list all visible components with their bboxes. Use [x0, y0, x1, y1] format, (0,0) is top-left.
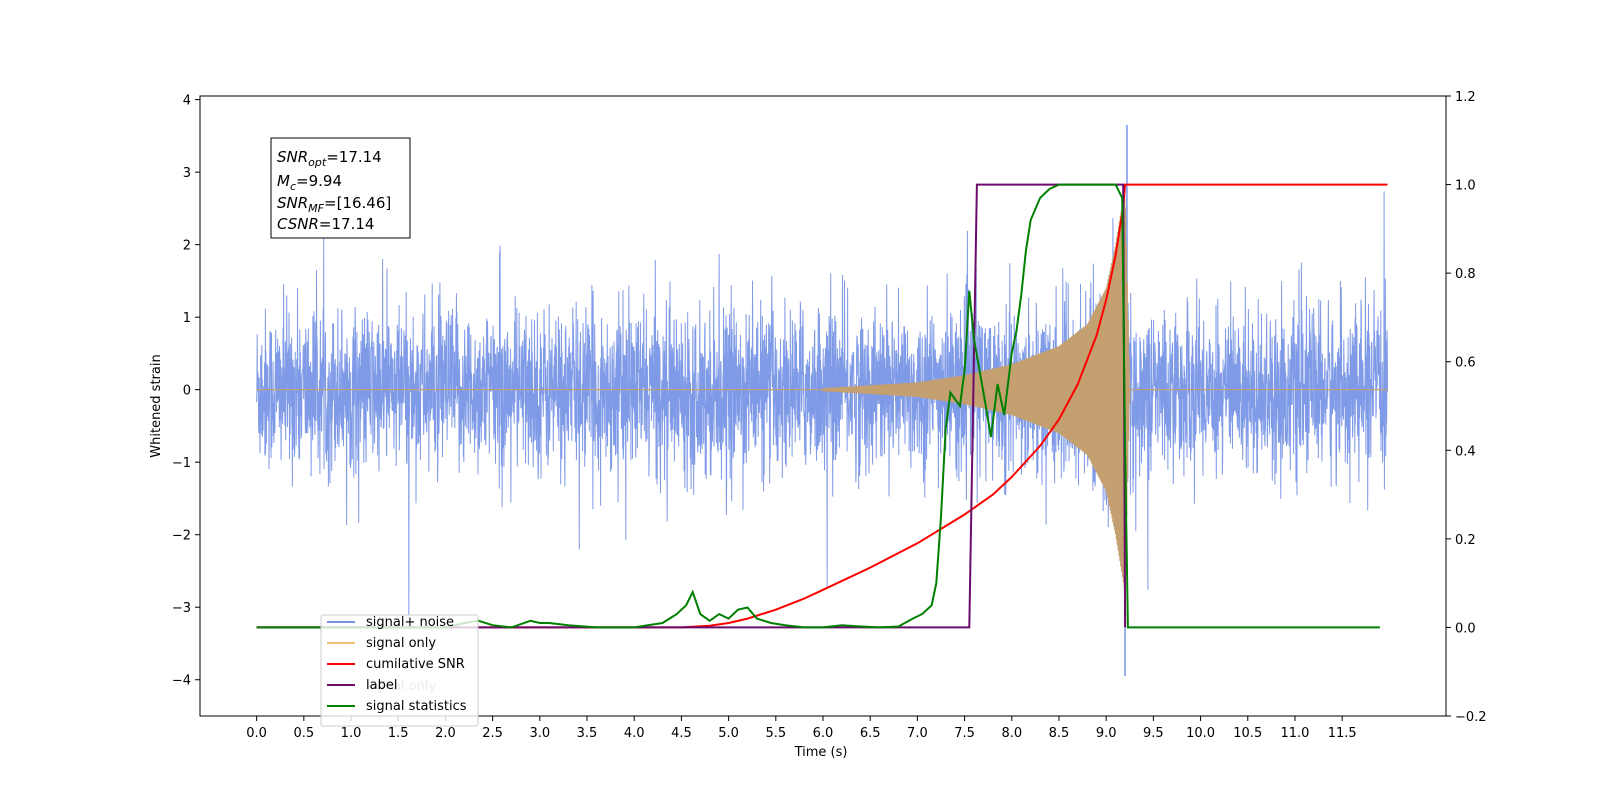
y-axis-left: 4 3 2 1 0 −1 −2 −3 −4	[172, 94, 200, 689]
x-tick-label: 2.0	[435, 726, 456, 741]
x-tick-label: 0.0	[246, 726, 267, 741]
x-axis: 0.0 0.5 1.0 1.5 2.0 2.5 3.0 3.5 4.0 4.5 5.0 5.5 6.0 6…	[246, 716, 1357, 741]
y-tick-label: 4	[183, 94, 191, 109]
annotation-csnr: CSNR=17.14	[277, 215, 374, 233]
x-tick-label: 9.5	[1143, 726, 1164, 741]
x-tick-label: 5.5	[765, 726, 786, 741]
legend-label: signal+ noise	[366, 615, 454, 630]
series-signal-statistics	[256, 183, 1380, 629]
y-tick-label: −2	[172, 529, 191, 544]
legend-label: label	[366, 678, 397, 693]
y-tick-label: −3	[172, 601, 191, 616]
x-tick-label: 7.0	[907, 726, 928, 741]
annotation-snr-opt: SNRopt=17.14	[277, 148, 382, 169]
y-tick-label: 3	[183, 166, 191, 181]
legend-label: signal only	[366, 636, 436, 651]
annotation-mc: Mc=9.94	[277, 172, 342, 193]
x-tick-label: 8.0	[1001, 726, 1022, 741]
y2-tick-label: 0.4	[1455, 444, 1476, 459]
y2-tick-label: 0.0	[1455, 621, 1476, 636]
x-tick-label: 4.0	[624, 726, 645, 741]
x-tick-label: 2.5	[482, 726, 503, 741]
y-tick-label: −1	[172, 456, 191, 471]
x-tick-label: 0.5	[293, 726, 314, 741]
x-tick-label: 1.0	[341, 726, 362, 741]
x-tick-label: 3.0	[529, 726, 550, 741]
x-tick-label: 4.5	[671, 726, 692, 741]
x-tick-label: 11.0	[1280, 726, 1309, 741]
y-axis-right: 1.2 1.0 0.8 0.6 0.4 0.2 0.0 −0.2	[1446, 90, 1487, 725]
x-tick-label: 9.0	[1096, 726, 1117, 741]
series-cumilative-snr	[256, 183, 1388, 629]
x-tick-label: 11.5	[1328, 726, 1357, 741]
legend-label: cumilative SNR	[366, 657, 465, 672]
x-axis-label: Time (s)	[794, 745, 848, 760]
annotation-frame	[270, 137, 411, 239]
annotation-snr-mf: SNRMF=[16.46]	[277, 194, 391, 215]
legend-hidden-text: signal only	[366, 679, 436, 694]
legend-frame	[320, 614, 479, 727]
x-tick-label: 3.5	[577, 726, 598, 741]
y2-tick-label: 0.8	[1455, 267, 1476, 282]
series-signal-noise	[256, 191, 1388, 619]
y-tick-label: −4	[172, 674, 191, 689]
y-tick-label: 2	[183, 239, 191, 254]
y-tick-label: 1	[183, 311, 191, 326]
legend-label: signal statistics	[366, 699, 467, 714]
series-signal-only	[256, 188, 1388, 591]
x-tick-label: 6.5	[860, 726, 881, 741]
y2-tick-label: 0.6	[1455, 356, 1476, 371]
x-tick-label: 8.5	[1049, 726, 1070, 741]
y2-tick-label: 1.2	[1455, 90, 1476, 105]
y-tick-label: 0	[183, 384, 191, 399]
x-tick-label: 1.5	[388, 726, 409, 741]
y-axis-label: Whitened strain	[149, 354, 164, 457]
x-tick-label: 10.0	[1186, 726, 1215, 741]
x-tick-label: 6.0	[813, 726, 834, 741]
x-tick-label: 5.0	[718, 726, 739, 741]
legend: signal only signal+ noise signal only cumi…	[320, 614, 479, 727]
series-layer	[256, 125, 1388, 677]
y2-tick-label: 1.0	[1455, 179, 1476, 194]
y2-tick-label: 0.2	[1455, 533, 1476, 548]
x-tick-label: 10.5	[1233, 726, 1262, 741]
annotation-box: SNRopt=17.14 Mc=9.94 SNRMF=[16.46] CSNR=…	[270, 137, 411, 239]
x-tick-label: 7.5	[954, 726, 975, 741]
y2-tick-label: −0.2	[1455, 710, 1487, 725]
